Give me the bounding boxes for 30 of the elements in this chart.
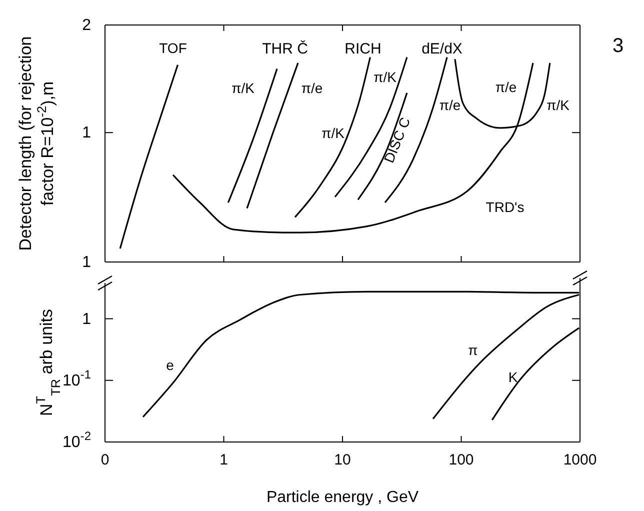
text: DISC C (380, 114, 414, 165)
series-label: π (468, 342, 478, 358)
annotation: dE/dX (422, 40, 462, 58)
y-tick-label: 1 (82, 124, 92, 142)
series-label: π/e (439, 96, 461, 113)
x-tick-label: 1 (220, 452, 228, 469)
x-tick-label: 1000 (563, 452, 597, 469)
series-label: π/K (232, 80, 256, 96)
y-tick-label: 1 (82, 310, 92, 328)
annotation: RICH (344, 40, 382, 58)
y-tick-label: 10$^{-1}$ (62, 367, 92, 390)
y-tick-label: 1 (82, 254, 92, 272)
line-series (119, 64, 179, 250)
x-tick-label: 10 (334, 452, 351, 469)
annotation: THR Č (262, 39, 308, 58)
x-tick-label: 100 (448, 452, 474, 469)
series-label: TOF (159, 40, 187, 56)
y-tick-label: 2 (82, 17, 92, 34)
series-label: π/K (322, 124, 346, 141)
text: 3 (612, 35, 624, 57)
series-label: π/K (374, 68, 398, 85)
series-label: π/K (546, 96, 570, 113)
x-axis-title: Particle energy , GeV (266, 489, 419, 506)
series-label: TRD's (486, 198, 524, 215)
y-tick-label: 10$^{-2}$ (62, 429, 92, 452)
series-label: e (166, 356, 174, 373)
annotation: π/e (495, 78, 517, 95)
series-label: π/e (301, 80, 323, 96)
x-tick-label: 0 (100, 452, 110, 469)
series-label: K (508, 368, 518, 385)
